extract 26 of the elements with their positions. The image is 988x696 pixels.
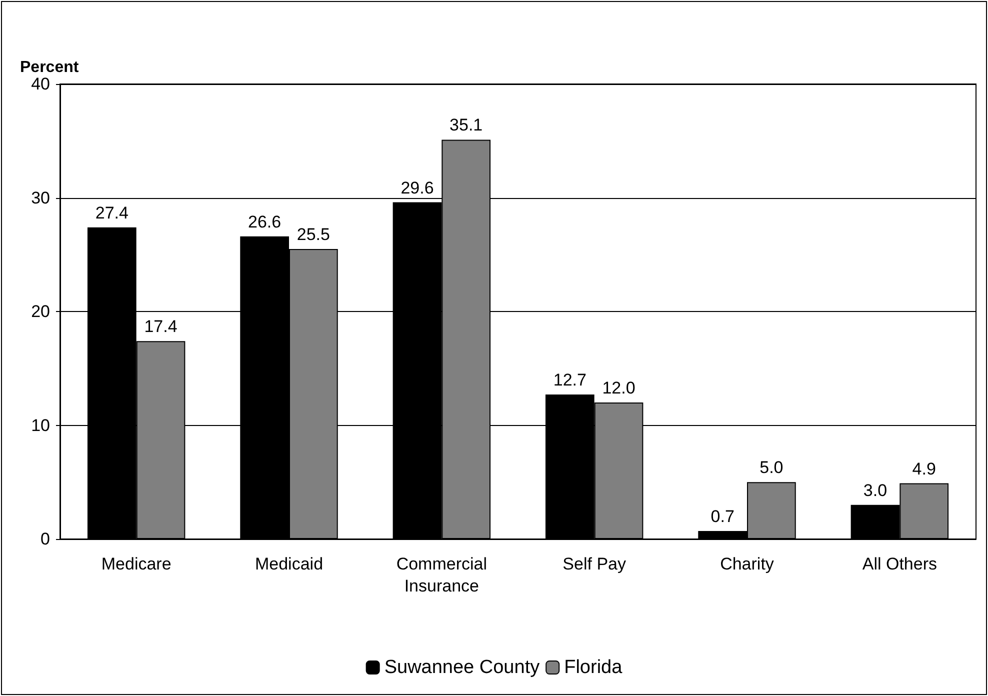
data-label: 26.6 bbox=[248, 212, 282, 232]
x-tick-label: Commercial Insurance bbox=[396, 554, 488, 596]
legend-label: Suwannee County bbox=[384, 657, 540, 678]
x-tick-label: Charity bbox=[720, 554, 774, 574]
data-label: 3.0 bbox=[863, 480, 888, 500]
y-axis-title: Percent bbox=[20, 59, 80, 76]
x-tick-label: Self Pay bbox=[562, 554, 626, 574]
y-tick-label: 20 bbox=[31, 302, 50, 321]
data-label: 27.4 bbox=[95, 203, 128, 222]
y-tick-label: 0 bbox=[40, 530, 50, 548]
legend-label: Florida bbox=[564, 657, 623, 678]
data-label: 12.7 bbox=[553, 370, 586, 390]
y-tick-label: 10 bbox=[31, 416, 50, 435]
y-tick-label: 40 bbox=[31, 74, 50, 94]
x-tick-label: All Others bbox=[862, 554, 937, 574]
x-tick-label: Medicaid bbox=[254, 554, 324, 574]
data-label: 29.6 bbox=[400, 178, 434, 198]
data-label: 17.4 bbox=[144, 317, 178, 336]
data-label: 0.7 bbox=[710, 507, 734, 526]
data-label: 25.5 bbox=[296, 224, 330, 244]
x-tick-label: Medicare bbox=[101, 554, 172, 574]
data-label: 12.0 bbox=[602, 378, 636, 398]
data-label: 35.1 bbox=[450, 116, 483, 135]
data-label: 5.0 bbox=[760, 458, 784, 478]
y-tick-label: 30 bbox=[31, 188, 50, 208]
data-label: 4.9 bbox=[912, 459, 936, 478]
